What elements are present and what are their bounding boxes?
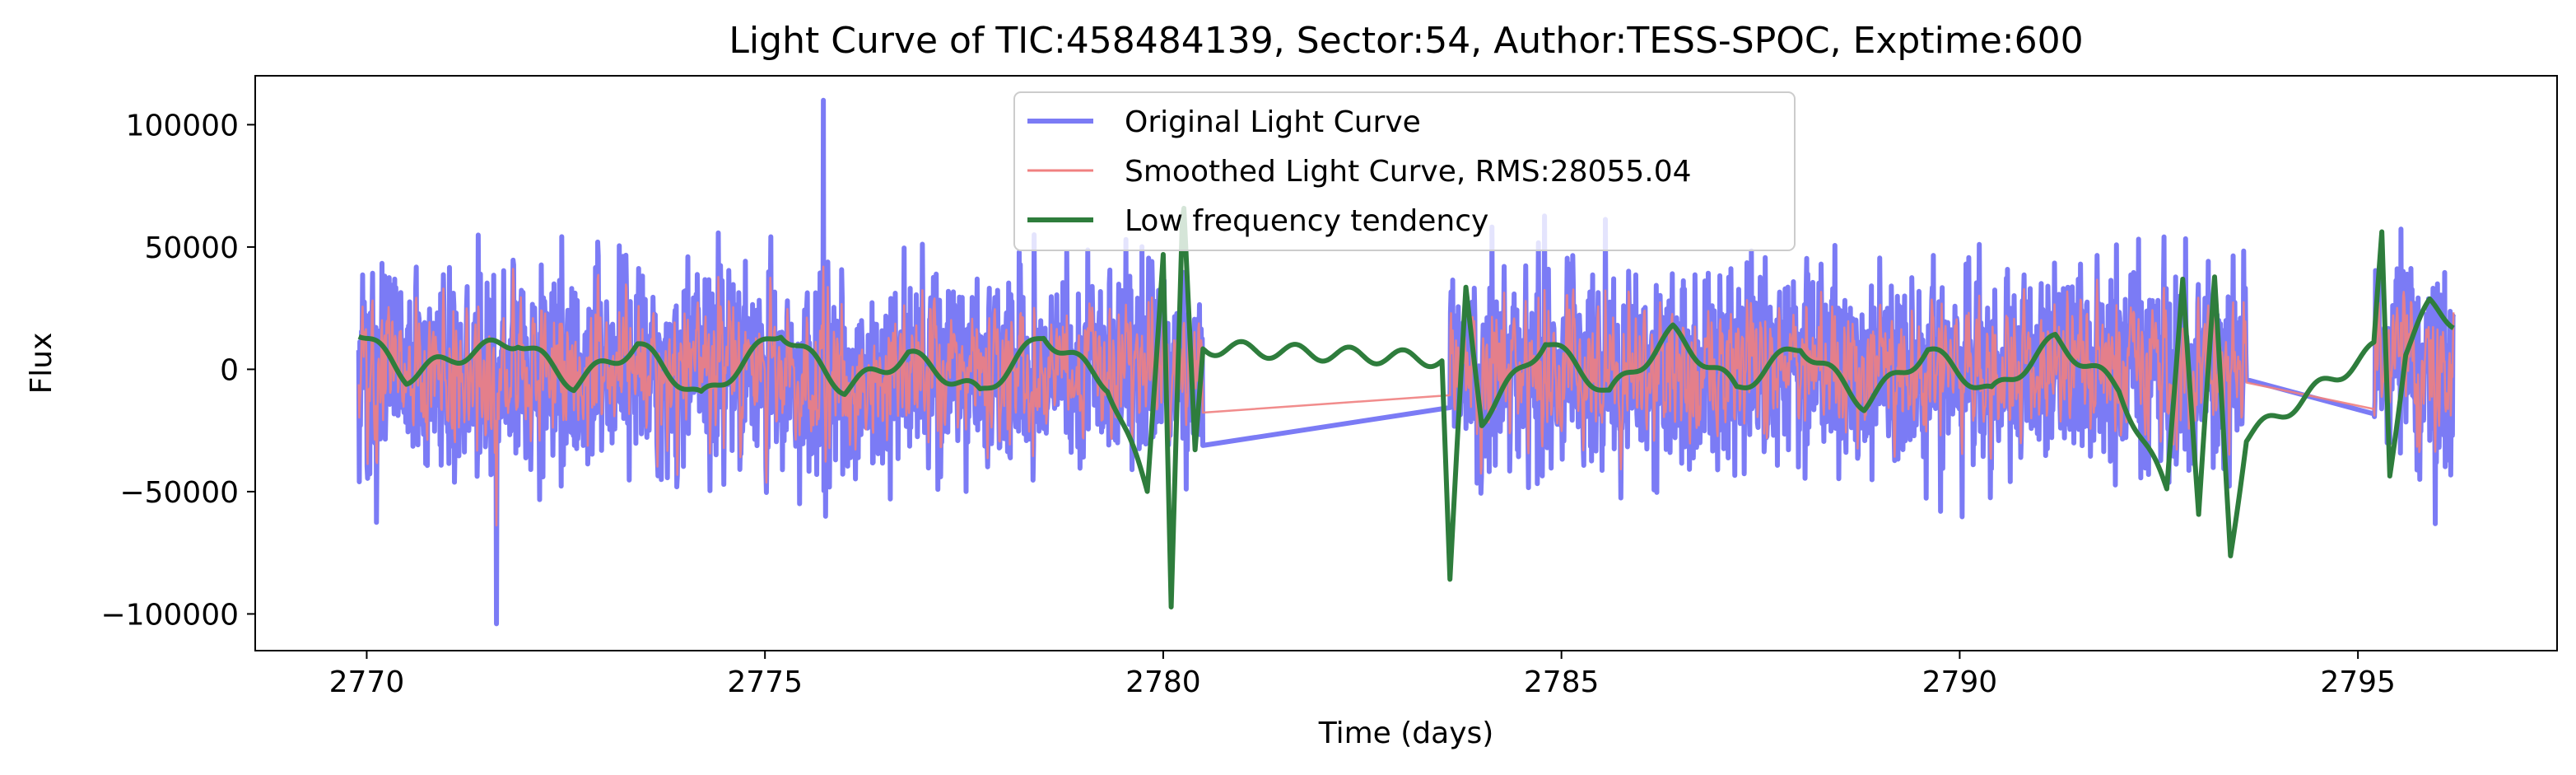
y-tick-label: −50000 (119, 476, 239, 510)
x-tick-label: 2785 (1524, 665, 1600, 699)
plot-frame (254, 75, 2558, 651)
legend-box (1013, 91, 1796, 251)
x-tick-label: 2770 (329, 665, 405, 699)
series-low-frequency-tendency (357, 205, 2455, 610)
y-tick-label: 50000 (144, 231, 239, 265)
y-axis: −100000 −50000 0 50000 100000 (100, 109, 255, 632)
x-axis: 2770 2775 2780 2785 2790 2795 (329, 651, 2396, 699)
chart-title: Light Curve of TIC:458484139, Sector:54,… (729, 20, 2083, 62)
smoothed-light-curve-line (357, 265, 2455, 527)
x-tick-label: 2775 (727, 665, 803, 699)
series-smoothed-light-curve (357, 265, 2455, 527)
y-tick-label: 0 (220, 353, 239, 387)
x-tick-label: 2795 (2320, 665, 2396, 699)
y-axis-label: Flux (25, 333, 58, 395)
legend-label-tendency: Low frequency tendency (1125, 204, 1488, 238)
legend-label-original: Original Light Curve (1125, 105, 1421, 139)
x-axis-label: Time (days) (1318, 717, 1494, 750)
y-tick-label: −100000 (100, 598, 239, 632)
legend: Original Light Curve Smoothed Light Curv… (1013, 91, 1796, 251)
x-tick-label: 2790 (1922, 665, 1998, 699)
x-tick-label: 2780 (1125, 665, 1201, 699)
y-tick-label: 100000 (126, 109, 239, 142)
legend-label-smoothed: Smoothed Light Curve, RMS:28055.04 (1125, 155, 1692, 189)
low-frequency-tendency-line (357, 205, 2455, 610)
